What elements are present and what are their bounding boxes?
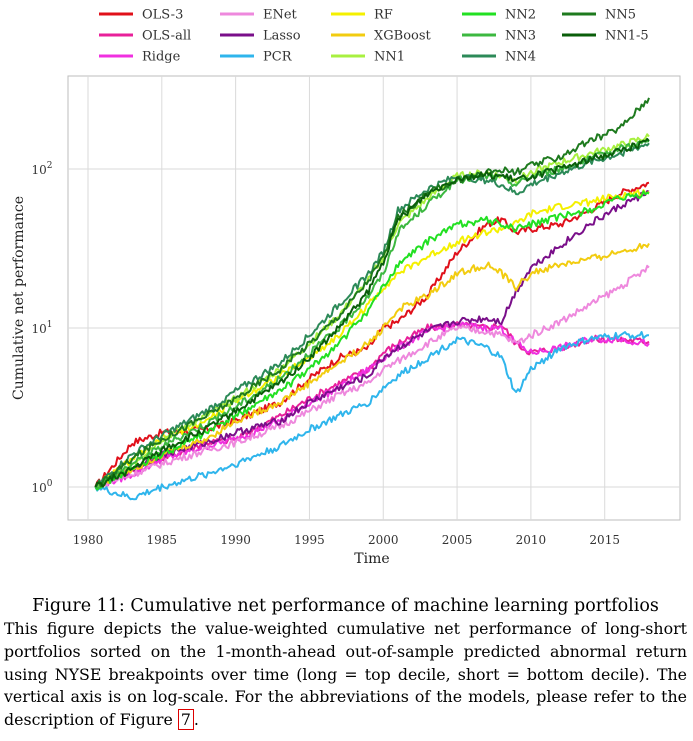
series-line-xgboost	[94, 242, 650, 488]
figure-caption: Figure 11: Cumulative net performance of…	[4, 594, 687, 732]
x-tick-label: 2010	[516, 533, 547, 547]
legend-label: OLS-all	[142, 29, 191, 44]
y-tick-exponent: 0	[47, 479, 53, 489]
legend-label: NN1	[374, 50, 405, 65]
x-axis-label: Time	[354, 551, 389, 567]
x-tick-label: 2000	[368, 533, 399, 547]
legend-label: ENet	[263, 8, 298, 23]
x-axis-ticks: 1980 1985 1990 1995 2000 2005 2010 2015	[73, 533, 620, 547]
legend-label: NN2	[505, 8, 536, 23]
figure-reference-link[interactable]: 7	[177, 709, 194, 731]
series-line-nn5	[94, 97, 650, 488]
x-tick-label: 2015	[589, 533, 620, 547]
caption-body: This figure depicts the value-weighted c…	[4, 618, 687, 732]
series-line-enet	[94, 264, 650, 490]
legend-label: RF	[374, 8, 393, 23]
legend-label: NN3	[505, 29, 536, 44]
x-tick-label: 1990	[220, 533, 251, 547]
x-tick-label: 2005	[442, 533, 473, 547]
series-line-nn1-5	[94, 137, 650, 488]
legend: OLS-3 OLS-all Ridge ENet Lasso PCR RF XGBoost NN…	[99, 8, 649, 65]
series-line-pcr	[94, 331, 650, 501]
y-axis-label: Cumulative net performance	[11, 196, 27, 400]
legend-label: Ridge	[142, 50, 181, 65]
legend-label: PCR	[263, 50, 293, 65]
legend-label: OLS-3	[142, 8, 183, 23]
y-tick-exponent: 2	[47, 161, 53, 171]
legend-label: XGBoost	[374, 29, 432, 44]
legend-label: Lasso	[263, 29, 301, 44]
caption-body-text: This figure depicts the value-weighted c…	[4, 619, 687, 730]
series-lines	[94, 97, 650, 501]
caption-end: .	[193, 710, 199, 730]
series-line-lasso	[94, 190, 650, 488]
figure-title: Figure 11: Cumulative net performance of…	[32, 596, 659, 616]
legend-label: NN1-5	[605, 29, 649, 44]
y-tick-label: 102	[31, 161, 52, 177]
y-tick-label: 100	[31, 479, 52, 495]
y-tick-exponent: 1	[47, 320, 53, 330]
x-tick-label: 1980	[73, 533, 104, 547]
legend-label: NN5	[605, 8, 636, 23]
legend-label: NN4	[505, 50, 536, 65]
x-tick-label: 1985	[147, 533, 178, 547]
x-tick-label: 1995	[294, 533, 325, 547]
chart: OLS-3 OLS-all Ridge ENet Lasso PCR RF XGBoost NN…	[11, 8, 681, 567]
y-tick-label: 101	[31, 320, 52, 336]
gridlines	[68, 76, 680, 520]
